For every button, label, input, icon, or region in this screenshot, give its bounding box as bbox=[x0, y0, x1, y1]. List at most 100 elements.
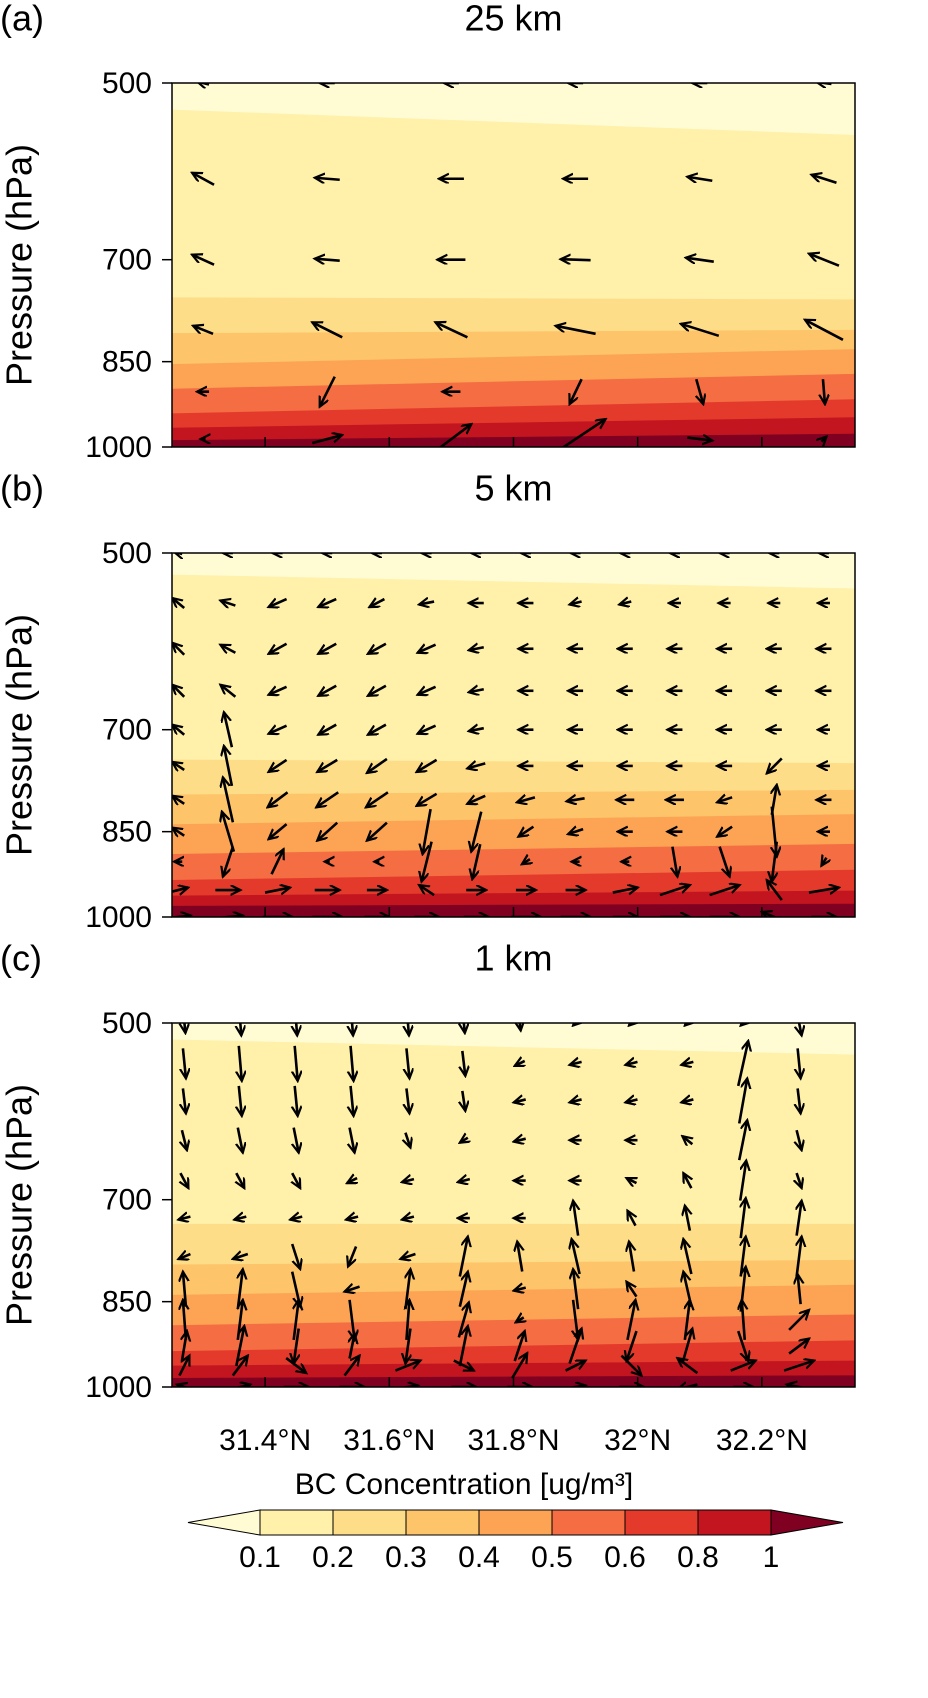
wind-vector bbox=[214, 916, 243, 917]
wind-vector bbox=[177, 1385, 189, 1387]
wind-vector bbox=[178, 1254, 191, 1259]
wind-vector bbox=[178, 1217, 191, 1220]
wind-vector bbox=[317, 758, 338, 772]
wind-vector bbox=[798, 1274, 801, 1305]
wind-vector bbox=[519, 1023, 521, 1031]
colorbar-high bbox=[770, 1509, 844, 1536]
wind-vector bbox=[772, 841, 779, 882]
y-tick-label: 700 bbox=[102, 714, 152, 747]
wind-vector bbox=[626, 1282, 638, 1298]
wind-vector bbox=[797, 1172, 802, 1188]
wind-vector bbox=[472, 843, 482, 879]
colorbar-box bbox=[697, 1509, 772, 1536]
wind-vector bbox=[406, 1048, 409, 1078]
colorbar-box bbox=[332, 1509, 407, 1536]
wind-vector bbox=[798, 1088, 801, 1113]
y-tick-label: 1000 bbox=[85, 901, 152, 934]
wind-vector bbox=[762, 912, 778, 917]
wind-vector bbox=[294, 1328, 299, 1364]
vectors bbox=[177, 1023, 814, 1387]
wind-vector bbox=[516, 1317, 524, 1322]
wind-vector bbox=[612, 888, 638, 893]
colorbar-label: 0.4 bbox=[458, 1541, 500, 1574]
wind-vector bbox=[458, 1179, 471, 1182]
wind-vector bbox=[346, 1217, 359, 1220]
wind-vector bbox=[233, 1254, 249, 1259]
wind-vector bbox=[469, 689, 485, 692]
wind-vector bbox=[522, 859, 530, 864]
wind-vector bbox=[686, 258, 714, 262]
wind-vector bbox=[629, 1242, 634, 1272]
y-tick-label: 500 bbox=[102, 1007, 152, 1040]
wind-vector bbox=[268, 791, 289, 807]
wind-vector bbox=[368, 642, 387, 654]
wind-vector bbox=[394, 1361, 420, 1372]
wind-vector bbox=[405, 1328, 410, 1364]
wind-vector bbox=[565, 1359, 586, 1372]
colorbar-label: 0.5 bbox=[531, 1541, 573, 1574]
wind-vector bbox=[737, 1120, 747, 1161]
x-tick-label: 32°N bbox=[604, 1424, 671, 1457]
wind-vector bbox=[458, 1272, 468, 1307]
wind-vector bbox=[515, 1061, 525, 1068]
wind-vector bbox=[172, 762, 185, 770]
wind-vector bbox=[197, 83, 210, 85]
wind-vector bbox=[269, 758, 288, 772]
wind-vector bbox=[683, 1239, 693, 1275]
wind-vector bbox=[402, 1217, 415, 1220]
y-tick-label: 1000 bbox=[85, 431, 152, 464]
y-axis-title: Pressure (hPa) bbox=[0, 1084, 40, 1326]
wind-vector bbox=[318, 376, 336, 407]
wind-vector bbox=[795, 1237, 802, 1277]
colorbar-box bbox=[405, 1509, 480, 1536]
wind-vector bbox=[407, 1023, 409, 1036]
wind-vector bbox=[317, 821, 339, 841]
colorbar-label: 1 bbox=[763, 1541, 780, 1574]
wind-vector bbox=[435, 322, 468, 339]
y-tick-label: 700 bbox=[102, 244, 152, 277]
wind-vector bbox=[625, 1062, 638, 1065]
y-tick-label: 850 bbox=[102, 346, 152, 379]
wind-vector bbox=[561, 259, 591, 260]
wind-vector bbox=[573, 1269, 578, 1310]
wind-vector bbox=[316, 791, 339, 807]
x-tick-label: 32.2°N bbox=[716, 1424, 808, 1457]
wind-vector bbox=[568, 1329, 582, 1364]
wind-vector bbox=[290, 1217, 303, 1220]
wind-vector bbox=[438, 424, 471, 447]
wind-vector bbox=[231, 1356, 248, 1377]
wind-vector bbox=[788, 1310, 809, 1331]
wind-vector bbox=[787, 1385, 806, 1387]
y-tick-label: 500 bbox=[102, 67, 152, 100]
wind-vector bbox=[626, 1300, 635, 1341]
wind-vector bbox=[402, 1179, 415, 1182]
panel-label: (a) bbox=[0, 0, 44, 39]
wind-vector bbox=[463, 1023, 465, 1033]
wind-vector bbox=[351, 1085, 354, 1116]
wind-vector bbox=[767, 757, 783, 773]
wind-vector bbox=[183, 1023, 185, 1033]
wind-vector bbox=[627, 1211, 635, 1227]
wind-vector bbox=[223, 777, 235, 823]
wind-vector bbox=[239, 1085, 242, 1116]
wind-vector bbox=[239, 1023, 241, 1036]
vectors bbox=[172, 553, 839, 917]
wind-vector bbox=[469, 647, 485, 650]
panel-title: 5 km bbox=[474, 468, 552, 509]
wind-vector bbox=[347, 1178, 357, 1185]
wind-vector bbox=[350, 1127, 355, 1153]
wind-vector bbox=[730, 1361, 756, 1372]
wind-vector bbox=[192, 173, 215, 186]
wind-vector bbox=[518, 825, 535, 837]
wind-vector bbox=[295, 1085, 298, 1116]
wind-vector bbox=[318, 684, 337, 696]
vectors bbox=[192, 83, 844, 447]
wind-vector bbox=[767, 880, 783, 901]
wind-vector bbox=[718, 846, 730, 877]
wind-vector bbox=[570, 1062, 582, 1065]
wind-vector bbox=[172, 828, 185, 836]
wind-vector bbox=[270, 849, 284, 875]
panel-label: (b) bbox=[0, 468, 44, 509]
y-axis-title: Pressure (hPa) bbox=[0, 144, 40, 386]
wind-vector bbox=[514, 1099, 527, 1102]
